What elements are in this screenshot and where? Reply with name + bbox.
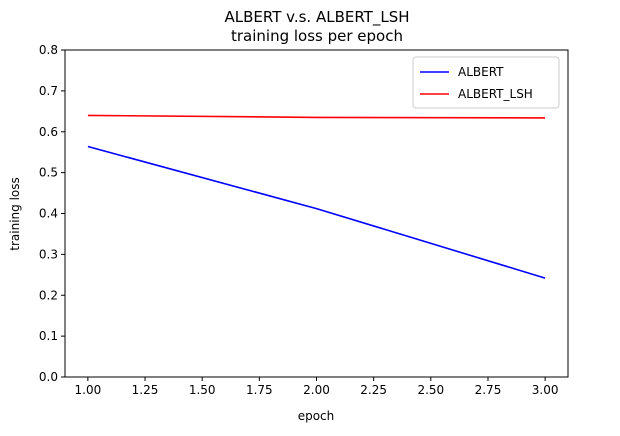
x-tick-label: 2.50 xyxy=(417,383,444,397)
x-tick-label: 2.25 xyxy=(360,383,387,397)
y-axis-ticks: 0.0 0.1 0.2 0.3 0.4 0.5 0.6 0.7 0.8 xyxy=(39,43,65,384)
x-tick-label: 1.75 xyxy=(246,383,273,397)
y-tick-label: 0.8 xyxy=(39,43,58,57)
y-axis-label: training loss xyxy=(8,177,22,250)
y-tick-label: 0.3 xyxy=(39,247,58,261)
y-tick-label: 0.6 xyxy=(39,125,58,139)
chart-subtitle: training loss per epoch xyxy=(231,27,403,45)
y-tick-label: 0.0 xyxy=(39,370,58,384)
x-tick-label: 3.00 xyxy=(532,383,559,397)
legend-box xyxy=(412,56,560,109)
x-tick-label: 1.25 xyxy=(132,383,159,397)
x-tick-label: 1.00 xyxy=(75,383,102,397)
legend-label: ALBERT_LSH xyxy=(458,87,533,101)
x-tick-label: 2.00 xyxy=(303,383,330,397)
series-line-albert-lsh xyxy=(87,114,546,119)
chart-title: ALBERT v.s. ALBERT_LSH xyxy=(224,8,409,27)
y-tick-label: 0.7 xyxy=(39,84,58,98)
x-tick-label: 1.50 xyxy=(189,383,216,397)
y-tick-label: 0.1 xyxy=(39,329,58,343)
x-axis-label: epoch xyxy=(298,409,335,423)
x-tick-label: 2.75 xyxy=(475,383,502,397)
legend-label: ALBERT xyxy=(458,65,504,79)
series-line-albert xyxy=(87,145,546,279)
y-tick-label: 0.5 xyxy=(39,166,58,180)
legend: ALBERT ALBERT_LSH xyxy=(412,56,560,109)
y-tick-label: 0.2 xyxy=(39,288,58,302)
y-tick-label: 0.4 xyxy=(39,207,58,221)
x-axis-ticks: 1.00 1.25 1.50 1.75 2.00 2.25 2.50 2.75 3.00 xyxy=(75,377,559,397)
series-layer xyxy=(87,114,546,279)
